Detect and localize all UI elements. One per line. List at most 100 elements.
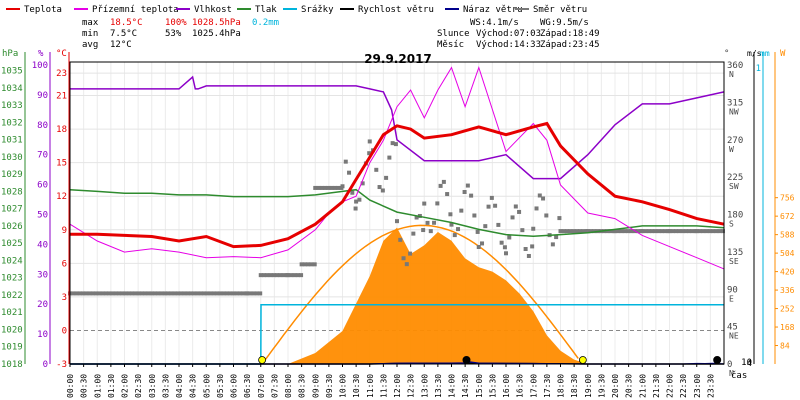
series-wind-dir-mark	[238, 291, 243, 296]
series-wind-dir-mark	[185, 291, 190, 296]
axis-x-tick: 23:30	[706, 374, 715, 398]
series-wind-dir-mark	[465, 183, 470, 188]
sunset-marker	[578, 356, 587, 364]
series-wind-dir-mark	[149, 291, 154, 296]
axis-x-tick: 17:30	[543, 374, 552, 398]
axis-x-tick: 04:00	[175, 374, 184, 398]
series-wind-dir-mark	[690, 229, 695, 234]
series-wind-dir-mark	[449, 222, 454, 227]
axis-x-tick: 09:00	[311, 374, 320, 398]
series-wind-dir-mark	[343, 159, 348, 164]
series-wind-dir-mark	[414, 215, 419, 220]
stat-humidity-min: 53%	[165, 29, 182, 39]
axis-dir-cardinal: S	[729, 220, 734, 229]
series-wind-dir-mark	[554, 235, 559, 240]
series-wind-dir-mark	[357, 197, 362, 202]
series-wind-dir-mark	[354, 199, 359, 204]
axis-ms-tick: 10	[741, 358, 752, 368]
axis-dir-tick: 270	[727, 136, 743, 146]
axis-x-tick: 19:30	[597, 374, 606, 398]
axis-hpa-tick: 1021	[1, 308, 23, 318]
series-wind-dir-mark	[520, 228, 525, 233]
series-wind-dir-mark	[667, 229, 672, 234]
series-wind-dir-mark	[81, 291, 86, 296]
series-wind-dir-mark	[241, 291, 246, 296]
axis-x-tick: 08:30	[298, 374, 307, 398]
series-wind-dir-mark	[268, 273, 273, 278]
series-wind-dir-mark	[295, 273, 300, 278]
stat-wg: WG:9.5m/s	[540, 18, 589, 28]
series-wind-dir-mark	[90, 291, 95, 296]
series-wind-dir-mark	[480, 241, 485, 246]
axis-dir-tick: 360	[727, 61, 743, 71]
axis-hpa-tick: 1026	[1, 222, 23, 232]
series-wind-dir-mark	[278, 273, 283, 278]
series-wind-dir-mark	[717, 229, 722, 234]
series-wind-dir-mark	[592, 229, 597, 234]
series-wind-dir-mark	[103, 291, 108, 296]
axis-x-tick: 20:30	[625, 374, 634, 398]
series-wind-dir-mark	[640, 229, 645, 234]
axis-hpa-tick: 1034	[1, 84, 23, 94]
series-wind-dir-mark	[452, 233, 457, 238]
series-wind-dir-mark	[100, 291, 105, 296]
series-wind-dir-mark	[245, 291, 250, 296]
series-wind-dir-mark	[432, 220, 437, 225]
axis-pct-tick: 30	[37, 270, 48, 280]
series-wind-dir-mark	[74, 291, 79, 296]
series-wind-dir-mark	[510, 215, 515, 220]
series-wind-dir-mark	[188, 291, 193, 296]
axis-hpa-tick: 1020	[1, 325, 23, 335]
axis-x-tick: 07:00	[257, 374, 266, 398]
axis-x-tick: 11:30	[379, 374, 388, 398]
axis-pct-tick: 80	[37, 121, 48, 131]
series-wind-dir-mark	[130, 291, 135, 296]
series-wind-dir-mark	[77, 291, 82, 296]
series-wind-dir-mark	[347, 170, 352, 175]
axis-x-tick: 21:00	[638, 374, 647, 398]
axis-ms-title: m/s	[747, 49, 762, 58]
axis-hpa-tick: 1023	[1, 274, 23, 284]
legend-label-0: Teplota	[24, 5, 62, 15]
series-wind-dir-mark	[332, 185, 337, 190]
axis-temp-tick: 21	[56, 92, 67, 102]
axis-hpa-tick: 1030	[1, 153, 23, 163]
axis-temp-tick: 12	[56, 192, 67, 202]
axis-dir-title: °	[724, 49, 729, 59]
axis-x-tick: 12:00	[393, 374, 402, 398]
series-wind-dir-mark	[156, 291, 161, 296]
series-wind-dir-mark	[568, 229, 573, 234]
legend-label-5: Rychlost větru	[358, 5, 434, 15]
axes: hPa1035103410331032103110301029102810271…	[1, 49, 795, 398]
axis-x-tick: 05:00	[202, 374, 211, 398]
axis-x-tick: 01:30	[107, 374, 116, 398]
axis-x-tick: 21:30	[652, 374, 661, 398]
series-wind-dir-mark	[531, 226, 536, 231]
series-wind-dir-mark	[309, 262, 314, 267]
series-wind-dir-mark	[234, 291, 239, 296]
series-wind-dir-mark	[421, 228, 426, 233]
axis-dir-cardinal: W	[729, 145, 734, 154]
axis-hpa-tick: 1018	[1, 360, 23, 370]
series-theoretical-radiation	[261, 224, 579, 365]
sun-rise: Východ:07:03	[476, 29, 541, 39]
series-wind-dir-mark	[384, 175, 389, 180]
series-wind-dir-mark	[286, 273, 290, 278]
series-layer	[68, 66, 725, 365]
series-wind-dir-mark	[133, 291, 138, 296]
series-wind-dir-mark	[87, 291, 92, 296]
series-wind-dir-mark	[493, 203, 498, 208]
series-wind-dir-mark	[680, 229, 685, 234]
series-wind-dir-mark	[707, 229, 712, 234]
series-wind-dir-mark	[650, 229, 655, 234]
stat-pressure-min: 1025.4hPa	[192, 29, 241, 39]
axis-x-tick: 06:30	[243, 374, 252, 398]
axis-w-tick: 336	[780, 286, 795, 295]
axis-dir-tick: 90	[727, 285, 738, 295]
series-wind-dir-mark	[565, 229, 570, 234]
series-wind-dir-mark	[677, 229, 682, 234]
axis-pct-tick: 60	[37, 181, 48, 191]
series-wind-dir-mark	[659, 229, 664, 234]
series-wind-dir-mark	[393, 142, 398, 147]
